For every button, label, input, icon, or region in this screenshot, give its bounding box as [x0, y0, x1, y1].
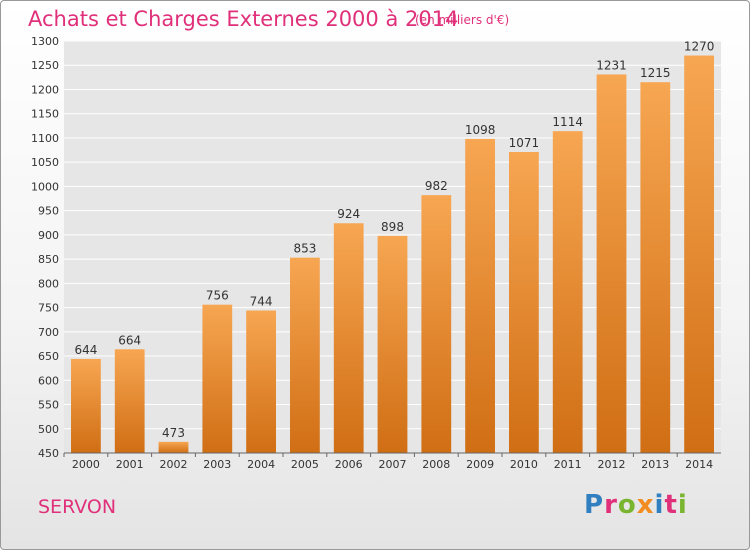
- y-tick-label: 700: [38, 326, 59, 339]
- bars: [71, 55, 714, 454]
- logo-letter: P: [584, 490, 605, 520]
- commune-name: SERVON: [38, 496, 117, 518]
- bar-2002: [158, 441, 189, 453]
- bar-2001: [114, 349, 145, 453]
- y-tick-label: 1100: [31, 132, 59, 145]
- bar-2008: [421, 195, 452, 453]
- data-label: 853: [293, 242, 316, 256]
- logo-letter: x: [636, 490, 655, 520]
- x-tick-label: 2014: [685, 458, 713, 471]
- data-label: 1071: [509, 136, 540, 150]
- y-tick-label: 850: [38, 253, 59, 266]
- bar-2014: [684, 55, 714, 454]
- x-tick-label: 2013: [641, 458, 669, 471]
- y-tick-label: 1150: [31, 108, 59, 121]
- y-tick-label: 550: [38, 399, 59, 412]
- data-label: 1231: [596, 58, 627, 72]
- data-label: 664: [118, 333, 141, 347]
- data-label: 473: [162, 426, 185, 440]
- x-tick-label: 2002: [160, 458, 188, 471]
- bar-2000: [71, 358, 101, 453]
- logo-letter: t: [664, 490, 678, 520]
- y-tick-label: 1000: [31, 180, 59, 193]
- x-tick-label: 2007: [379, 458, 407, 471]
- x-tick-label: 2008: [422, 458, 450, 471]
- y-tick-label: 750: [38, 302, 59, 315]
- y-tick-label: 1300: [31, 35, 59, 48]
- x-tick-label: 2000: [72, 458, 100, 471]
- logo-letter: i: [654, 490, 665, 520]
- logo-letter: i: [677, 490, 688, 520]
- data-label: 924: [337, 207, 360, 221]
- data-label: 1114: [552, 115, 583, 129]
- x-tick-label: 2005: [291, 458, 319, 471]
- bar-2009: [465, 138, 495, 453]
- x-tick-label: 2004: [247, 458, 275, 471]
- data-label: 756: [206, 289, 229, 303]
- y-tick-label: 1200: [31, 83, 59, 96]
- x-tick-label: 2010: [510, 458, 538, 471]
- x-tick-label: 2009: [466, 458, 494, 471]
- x-tick-label: 2006: [335, 458, 363, 471]
- proxiti-logo: Proxiti: [584, 490, 688, 520]
- y-tick-label: 800: [38, 277, 59, 290]
- x-tick-label: 2011: [554, 458, 582, 471]
- data-label: 744: [250, 294, 273, 308]
- bar-2010: [509, 151, 539, 453]
- bar-2003: [202, 304, 233, 453]
- bar-2007: [377, 235, 408, 453]
- chart-title: Achats et Charges Externes 2000 à 2014: [28, 7, 459, 31]
- y-tick-label: 950: [38, 205, 59, 218]
- y-tick-label: 650: [38, 350, 59, 363]
- bar-2004: [246, 310, 276, 453]
- x-axis: 2000 2001 2002 2003 2004 2005 2006 2007 2008 2009…: [63, 452, 721, 471]
- logo-letter: r: [604, 490, 618, 520]
- data-label: 1215: [640, 66, 671, 80]
- logo-letter: o: [617, 490, 637, 520]
- bar-2005: [290, 257, 320, 453]
- data-label: 644: [74, 343, 97, 357]
- bar-2006: [333, 223, 364, 453]
- y-tick-label: 1250: [31, 59, 59, 72]
- y-tick-label: 500: [38, 423, 59, 436]
- y-axis: 450 500 550 600 650 700 750 800 850 900 950 1000 105…: [31, 35, 59, 460]
- data-label: 982: [425, 179, 448, 193]
- y-tick-label: 600: [38, 374, 59, 387]
- x-tick-label: 2001: [116, 458, 144, 471]
- x-tick-label: 2003: [203, 458, 231, 471]
- data-label: 898: [381, 220, 404, 234]
- chart-subtitle: (en milliers d'€): [415, 13, 510, 27]
- bar-2013: [640, 82, 671, 453]
- x-tick-label: 2012: [598, 458, 626, 471]
- y-tick-label: 1050: [31, 156, 59, 169]
- bar-2012: [596, 74, 627, 453]
- bar-2011: [552, 131, 583, 454]
- y-tick-label: 900: [38, 229, 59, 242]
- y-tick-label: 450: [38, 447, 59, 460]
- data-label: 1270: [684, 40, 715, 54]
- data-labels: 644 664 473 756 744 853 924 898 982 1098 1071 1114 1…: [74, 40, 714, 440]
- data-label: 1098: [465, 123, 496, 137]
